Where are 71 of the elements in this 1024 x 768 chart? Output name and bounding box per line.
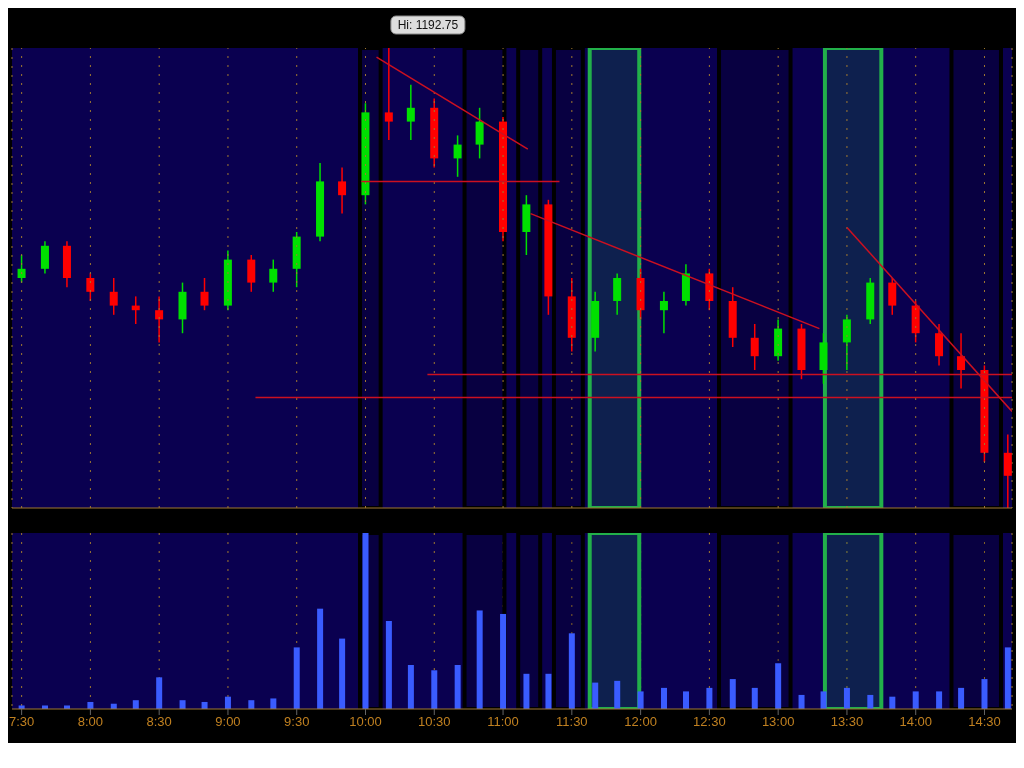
- bar: [385, 621, 392, 709]
- bar: [683, 691, 689, 709]
- candlestick: [659, 291, 668, 334]
- candlestick: [1003, 433, 1012, 508]
- bar: [568, 633, 575, 709]
- bar: [545, 673, 552, 709]
- x-tick-label: 12:00: [624, 714, 657, 730]
- bar: [912, 691, 919, 709]
- bar: [476, 610, 483, 709]
- bar: [431, 670, 438, 709]
- bar: [660, 687, 667, 709]
- bar: [132, 700, 139, 709]
- candlestick: [957, 332, 966, 390]
- bar: [958, 687, 965, 709]
- candlestick: [453, 134, 462, 178]
- bar: [867, 694, 874, 709]
- candlestick: [109, 277, 118, 316]
- x-tick-label: 14:30: [968, 714, 1001, 730]
- bar: [592, 682, 599, 709]
- bar: [637, 691, 644, 709]
- x-tick-label: 11:30: [556, 714, 588, 730]
- bar: [706, 687, 713, 709]
- x-tick-label: 9:30: [284, 714, 310, 730]
- candlestick: [750, 323, 759, 371]
- annotation: Hi: 1192.75: [397, 18, 459, 32]
- candlestick: [888, 277, 897, 316]
- bar: [1004, 647, 1011, 709]
- candlestick: [935, 323, 944, 367]
- candlestick: [613, 272, 622, 316]
- bar: [248, 700, 255, 709]
- bar: [293, 647, 300, 709]
- bar: [339, 638, 346, 709]
- bar: [500, 613, 507, 709]
- candlestick: [247, 254, 256, 293]
- x-tick-label: 12:30: [693, 714, 726, 730]
- candlestick: [200, 277, 209, 311]
- bar: [820, 691, 827, 709]
- bar: [179, 700, 186, 709]
- bar: [156, 677, 163, 709]
- x-tick-label: 14:00: [899, 714, 932, 730]
- x-tick-label: 8:30: [146, 714, 172, 730]
- bar: [614, 680, 621, 709]
- bar: [407, 665, 414, 709]
- candlestick: [338, 166, 347, 215]
- bar: [270, 698, 277, 709]
- bar: [523, 673, 530, 709]
- x-tick-label: 13:30: [830, 714, 864, 730]
- candlestick: [475, 107, 484, 160]
- x-tick-label: 7:30: [8, 714, 35, 730]
- bar: [317, 608, 324, 709]
- x-tick-label: 10:00: [349, 714, 382, 730]
- candlestick: [40, 240, 49, 275]
- candlestick: [842, 314, 851, 371]
- x-tick-label: 8:00: [77, 714, 104, 730]
- candlestick: [155, 295, 164, 344]
- x-tick-label: 9:00: [215, 714, 241, 730]
- bar: [729, 679, 736, 709]
- bar: [981, 679, 988, 709]
- x-tick-label: 11:00: [487, 714, 519, 730]
- x-tick-label: 10:30: [418, 714, 451, 730]
- bar: [798, 694, 805, 709]
- bar: [843, 687, 850, 709]
- bar: [936, 691, 943, 709]
- bar: [454, 665, 461, 709]
- candlestick: [406, 84, 415, 141]
- candlestick: [17, 254, 26, 284]
- candlestick: [269, 258, 278, 293]
- bar: [775, 663, 782, 709]
- x-tick-label: 13:00: [761, 714, 795, 730]
- bar: [751, 687, 758, 709]
- candlestick: [384, 48, 393, 141]
